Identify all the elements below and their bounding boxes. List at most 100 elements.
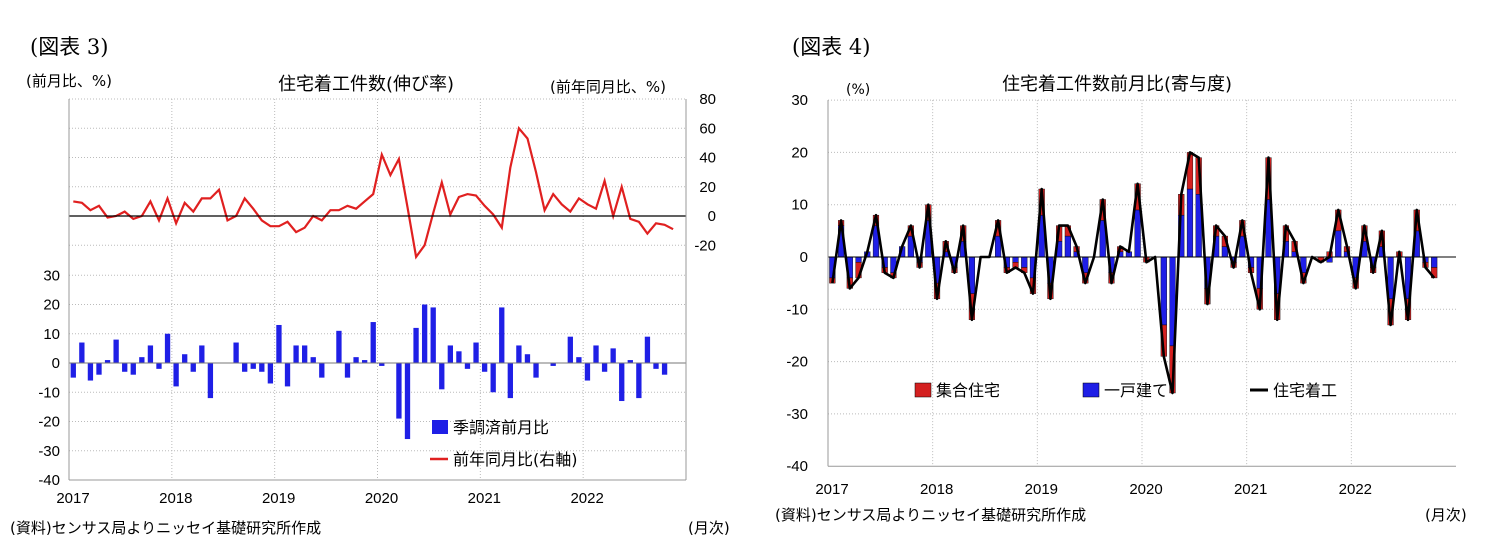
left-line-series <box>73 125 674 260</box>
left-axes: 30 20 10 0 -10 -20 -30 -40 80 60 40 20 0 -20 2017 2018 2… <box>38 91 716 507</box>
left-bar <box>507 363 513 399</box>
left-bar <box>156 363 162 369</box>
right-gridlines <box>828 99 1456 467</box>
right-x-tick-label: 2022 <box>1339 481 1372 498</box>
left-y-tick-label: 0 <box>52 355 60 372</box>
left-bar <box>284 363 291 387</box>
left-bar <box>584 363 591 381</box>
left-bar <box>404 363 411 440</box>
left-bar-series <box>70 304 668 440</box>
left-bar <box>413 327 419 363</box>
right-y-tick-label: 30 <box>791 92 808 109</box>
left-y2-tick-label: 0 <box>708 208 716 225</box>
right-x-tick-label: 2019 <box>1025 481 1058 498</box>
left-x-tick-label: 2017 <box>56 490 89 507</box>
left-line-yoy <box>73 125 674 260</box>
left-bar <box>122 363 128 372</box>
left-legend-line-label: 前年同月比(右軸) <box>453 450 578 469</box>
left-bar <box>96 363 102 375</box>
left-y-tick-label: 30 <box>43 267 60 284</box>
left-bar <box>361 360 368 363</box>
left-chart-title: 住宅着工件数(伸び率) <box>278 74 454 95</box>
right-line-total <box>831 151 1436 395</box>
left-y-tick-label: -40 <box>38 472 60 489</box>
left-bar <box>104 360 111 363</box>
left-bar <box>379 363 385 366</box>
left-legend-bar-swatch <box>432 420 448 434</box>
left-y2-tick-label: 20 <box>699 179 716 196</box>
left-bar <box>396 363 402 419</box>
right-chart-title: 住宅着工件数前月比(寄与度) <box>1002 74 1232 95</box>
left-bar <box>456 351 462 363</box>
left-bar <box>499 307 505 363</box>
left-bar <box>430 307 436 363</box>
left-bar <box>190 363 196 372</box>
right-bar-single <box>1064 235 1071 258</box>
left-bar <box>207 363 214 399</box>
left-bar <box>147 345 154 363</box>
left-bar <box>421 304 428 363</box>
left-y-tick-label: -20 <box>38 414 60 431</box>
left-bar <box>370 322 376 363</box>
left-bar <box>601 363 608 372</box>
left-bar <box>259 363 265 372</box>
right-legend-multi-label: 集合住宅 <box>936 381 1000 400</box>
left-gridlines <box>69 98 686 480</box>
right-y-tick-label: -20 <box>786 354 808 371</box>
left-bar <box>447 345 453 363</box>
left-source-note: (資料)センサス局よりニッセイ基礎研究所作成 <box>10 519 321 537</box>
left-bar <box>661 363 668 375</box>
left-bar <box>250 363 256 369</box>
right-bar-single <box>1021 256 1028 268</box>
left-y2-tick-label: 80 <box>699 91 716 108</box>
left-x-tick-label: 2018 <box>159 490 192 507</box>
left-y-tick-label: -10 <box>38 384 60 401</box>
right-y-tick-label: -10 <box>786 301 808 318</box>
right-month-note: (月次) <box>1425 506 1467 524</box>
left-bar <box>242 363 248 372</box>
left-bar <box>70 363 76 378</box>
left-bar <box>319 363 325 378</box>
left-bar <box>164 333 171 363</box>
left-bar <box>473 342 479 363</box>
left-bar <box>276 324 282 363</box>
left-bar <box>130 363 136 375</box>
left-bar <box>550 363 556 366</box>
left-bar <box>593 345 599 363</box>
left-y-tick-label: 10 <box>43 326 60 343</box>
right-bar-single <box>1221 246 1228 258</box>
left-bar <box>87 363 94 381</box>
left-bar <box>310 357 316 363</box>
left-bar <box>524 354 531 363</box>
left-bar <box>627 360 633 363</box>
right-bar-single <box>1186 188 1194 258</box>
right-unit: (%) <box>846 82 870 98</box>
right-bar-single <box>1134 209 1141 258</box>
right-total-line <box>831 151 1436 395</box>
left-bar <box>653 363 659 369</box>
left-bar <box>481 363 488 372</box>
left-bar <box>439 363 445 390</box>
left-x-tick-label: 2020 <box>365 490 398 507</box>
left-bar <box>344 363 351 378</box>
left-bar <box>353 357 359 363</box>
left-bar <box>490 363 496 393</box>
left-left-unit: (前月比、%) <box>26 72 112 90</box>
right-y-tick-label: 10 <box>791 197 808 214</box>
left-bar <box>139 357 145 363</box>
right-x-tick-label: 2020 <box>1129 481 1162 498</box>
left-y2-tick-label: 40 <box>699 150 716 167</box>
right-x-tick-label: 2017 <box>815 481 848 498</box>
left-bar <box>533 363 539 378</box>
right-y-tick-label: 0 <box>800 249 808 266</box>
left-bar <box>182 354 188 363</box>
right-y-tick-label: -40 <box>786 458 808 475</box>
left-bar <box>464 363 471 369</box>
left-bar <box>79 342 85 363</box>
left-month-note: (月次) <box>688 519 730 537</box>
left-bar <box>233 342 239 363</box>
left-bar <box>302 345 308 363</box>
left-bar <box>173 363 179 387</box>
right-legend-multi-swatch <box>914 382 932 398</box>
